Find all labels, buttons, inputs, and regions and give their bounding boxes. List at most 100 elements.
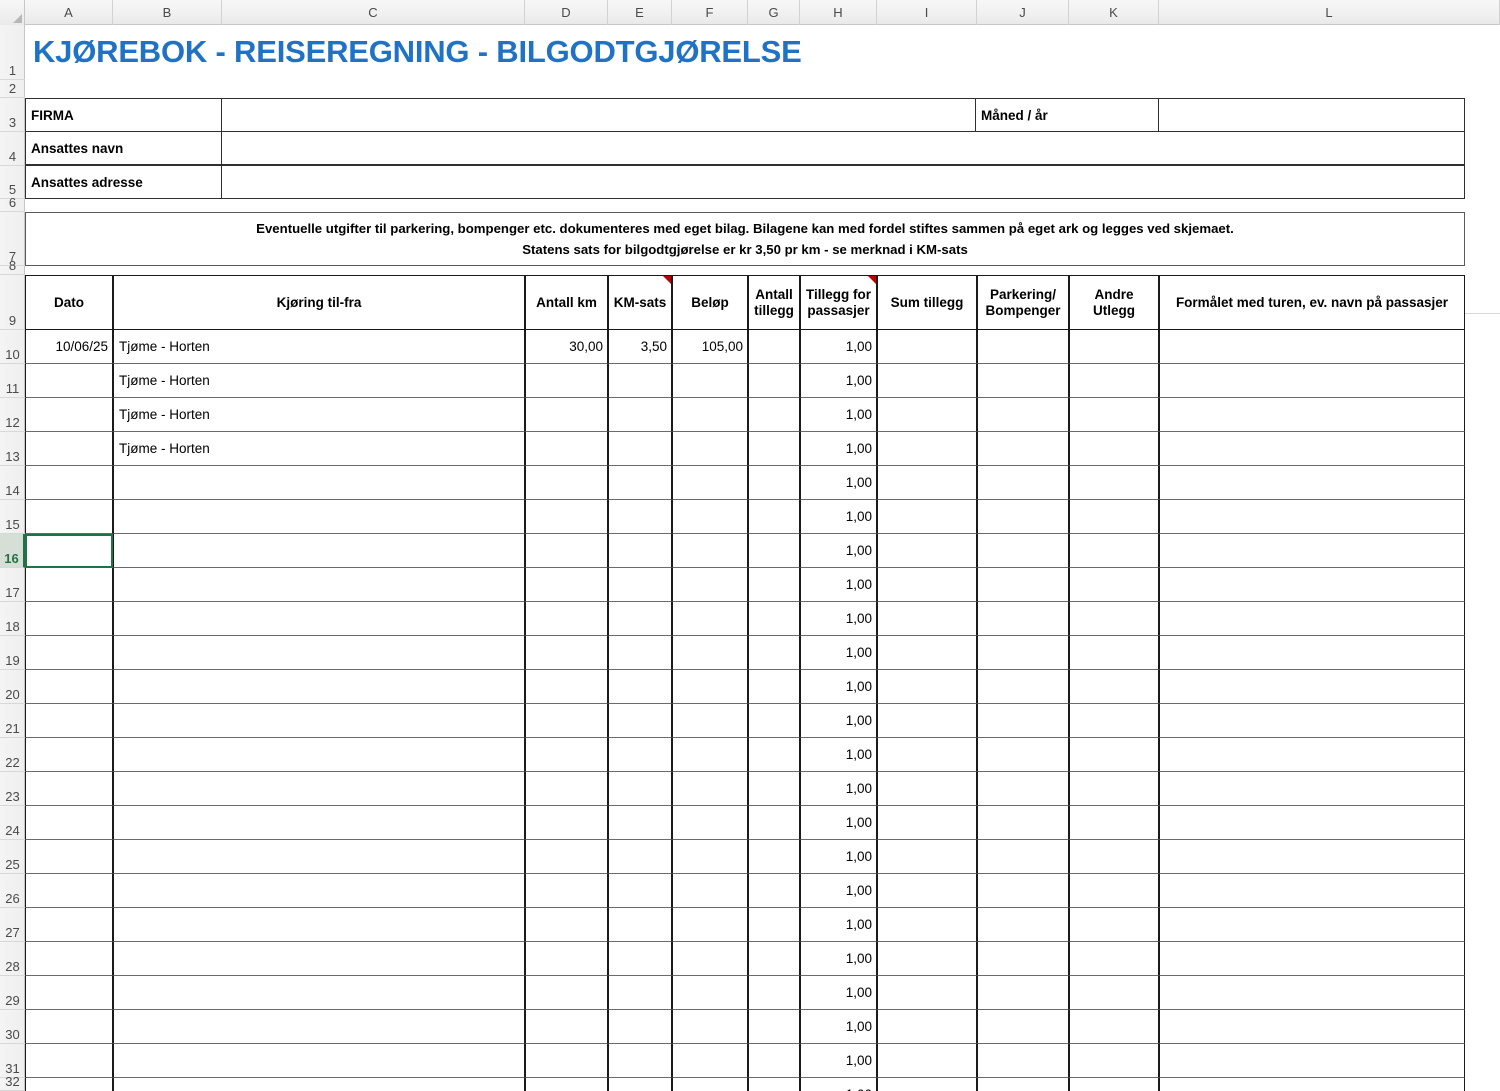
cell-belop-row-16[interactable] <box>672 534 748 568</box>
cell-antall-tillegg-row-24[interactable] <box>748 806 800 840</box>
cell-dato-row-12[interactable] <box>25 398 113 432</box>
cell-andre-utlegg-row-10[interactable] <box>1069 330 1159 364</box>
cell-formaalet-row-10[interactable] <box>1159 330 1465 364</box>
cell-dato-row-32[interactable] <box>25 1078 113 1091</box>
cell-kjoring-til-fra-row-25[interactable] <box>113 840 525 874</box>
cell-belop-row-26[interactable] <box>672 874 748 908</box>
cell-formaalet-row-20[interactable] <box>1159 670 1465 704</box>
cell-km-sats-row-13[interactable] <box>608 432 672 466</box>
cell-antall-km-row-15[interactable] <box>525 500 608 534</box>
cell-andre-utlegg-row-29[interactable] <box>1069 976 1159 1010</box>
cell-dato-row-31[interactable] <box>25 1044 113 1078</box>
row-header-22[interactable]: 22 <box>0 738 25 772</box>
column-header-i[interactable]: I <box>877 0 977 25</box>
cell-km-sats-row-21[interactable] <box>608 704 672 738</box>
cell-andre-utlegg-row-15[interactable] <box>1069 500 1159 534</box>
cell-kjoring-til-fra-row-11[interactable]: Tjøme - Horten <box>113 364 525 398</box>
cell-antall-km-row-21[interactable] <box>525 704 608 738</box>
cell-parkering-bompenger-row-18[interactable] <box>977 602 1069 636</box>
cell-belop-row-15[interactable] <box>672 500 748 534</box>
cell-km-sats-row-16[interactable] <box>608 534 672 568</box>
cell-sum-tillegg-row-17[interactable] <box>877 568 977 602</box>
cell-antall-tillegg-row-26[interactable] <box>748 874 800 908</box>
cell-kjoring-til-fra-row-10[interactable]: Tjøme - Horten <box>113 330 525 364</box>
cell-kjoring-til-fra-row-16[interactable] <box>113 534 525 568</box>
cell-formaalet-row-18[interactable] <box>1159 602 1465 636</box>
cell-sum-tillegg-row-13[interactable] <box>877 432 977 466</box>
cell-formaalet-row-30[interactable] <box>1159 1010 1465 1044</box>
cell-antall-tillegg-row-29[interactable] <box>748 976 800 1010</box>
cell-antall-tillegg-row-17[interactable] <box>748 568 800 602</box>
cell-belop-row-22[interactable] <box>672 738 748 772</box>
cell-belop-row-30[interactable] <box>672 1010 748 1044</box>
cell-antall-km-row-30[interactable] <box>525 1010 608 1044</box>
cell-parkering-bompenger-row-28[interactable] <box>977 942 1069 976</box>
cell-antall-km-row-27[interactable] <box>525 908 608 942</box>
cell-tillegg-for-passasjer-row-14[interactable]: 1,00 <box>800 466 877 500</box>
cell-antall-tillegg-row-13[interactable] <box>748 432 800 466</box>
row-header-16[interactable]: 16 <box>0 534 25 568</box>
row-header-15[interactable]: 15 <box>0 500 25 534</box>
cell-formaalet-row-11[interactable] <box>1159 364 1465 398</box>
cell-dato-row-25[interactable] <box>25 840 113 874</box>
cell-dato-row-21[interactable] <box>25 704 113 738</box>
cell-sum-tillegg-row-25[interactable] <box>877 840 977 874</box>
cell-kjoring-til-fra-row-21[interactable] <box>113 704 525 738</box>
cell-parkering-bompenger-row-12[interactable] <box>977 398 1069 432</box>
cell-sum-tillegg-row-18[interactable] <box>877 602 977 636</box>
cell-tillegg-for-passasjer-row-13[interactable]: 1,00 <box>800 432 877 466</box>
cell-antall-tillegg-row-21[interactable] <box>748 704 800 738</box>
cell-km-sats-row-20[interactable] <box>608 670 672 704</box>
cell-belop-row-13[interactable] <box>672 432 748 466</box>
cell-antall-km-row-20[interactable] <box>525 670 608 704</box>
cell-tillegg-for-passasjer-row-25[interactable]: 1,00 <box>800 840 877 874</box>
cell-tillegg-for-passasjer-row-21[interactable]: 1,00 <box>800 704 877 738</box>
cell-formaalet-row-13[interactable] <box>1159 432 1465 466</box>
cell-sum-tillegg-row-21[interactable] <box>877 704 977 738</box>
cell-km-sats-row-31[interactable] <box>608 1044 672 1078</box>
cell-tillegg-for-passasjer-row-30[interactable]: 1,00 <box>800 1010 877 1044</box>
cell-sum-tillegg-row-19[interactable] <box>877 636 977 670</box>
cell-antall-tillegg-row-28[interactable] <box>748 942 800 976</box>
cell-sum-tillegg-row-11[interactable] <box>877 364 977 398</box>
cell-antall-km-row-11[interactable] <box>525 364 608 398</box>
cell-parkering-bompenger-row-27[interactable] <box>977 908 1069 942</box>
cell-andre-utlegg-row-17[interactable] <box>1069 568 1159 602</box>
column-header-k[interactable]: K <box>1069 0 1159 25</box>
cell-antall-tillegg-row-12[interactable] <box>748 398 800 432</box>
cell-dato-row-27[interactable] <box>25 908 113 942</box>
cell-antall-tillegg-row-27[interactable] <box>748 908 800 942</box>
cell-dato-row-19[interactable] <box>25 636 113 670</box>
row-header-31[interactable]: 31 <box>0 1044 25 1078</box>
cell-andre-utlegg-row-27[interactable] <box>1069 908 1159 942</box>
comment-indicator-icon[interactable] <box>663 276 671 284</box>
cell-belop-row-11[interactable] <box>672 364 748 398</box>
cell-km-sats-row-10[interactable]: 3,50 <box>608 330 672 364</box>
cell-dato-row-11[interactable] <box>25 364 113 398</box>
cell-sum-tillegg-row-23[interactable] <box>877 772 977 806</box>
cell-kjoring-til-fra-row-23[interactable] <box>113 772 525 806</box>
cell-kjoring-til-fra-row-20[interactable] <box>113 670 525 704</box>
row-header-28[interactable]: 28 <box>0 942 25 976</box>
cell-dato-row-23[interactable] <box>25 772 113 806</box>
cell-kjoring-til-fra-row-18[interactable] <box>113 602 525 636</box>
column-header-l[interactable]: L <box>1159 0 1500 25</box>
cell-parkering-bompenger-row-29[interactable] <box>977 976 1069 1010</box>
column-header-f[interactable]: F <box>672 0 748 25</box>
row-header-32[interactable]: 32 <box>0 1074 25 1091</box>
cell-andre-utlegg-row-13[interactable] <box>1069 432 1159 466</box>
row-header-3[interactable]: 3 <box>0 98 25 132</box>
cell-dato-row-24[interactable] <box>25 806 113 840</box>
row-header-4[interactable]: 4 <box>0 132 25 166</box>
cell-formaalet-row-12[interactable] <box>1159 398 1465 432</box>
maaned-aar-value[interactable] <box>1158 98 1465 132</box>
cell-antall-km-row-29[interactable] <box>525 976 608 1010</box>
cell-sum-tillegg-row-12[interactable] <box>877 398 977 432</box>
row-header-12[interactable]: 12 <box>0 398 25 432</box>
cell-kjoring-til-fra-row-22[interactable] <box>113 738 525 772</box>
cell-andre-utlegg-row-16[interactable] <box>1069 534 1159 568</box>
cell-km-sats-row-22[interactable] <box>608 738 672 772</box>
cell-tillegg-for-passasjer-row-18[interactable]: 1,00 <box>800 602 877 636</box>
cell-tillegg-for-passasjer-row-17[interactable]: 1,00 <box>800 568 877 602</box>
column-header-c[interactable]: C <box>222 0 525 25</box>
